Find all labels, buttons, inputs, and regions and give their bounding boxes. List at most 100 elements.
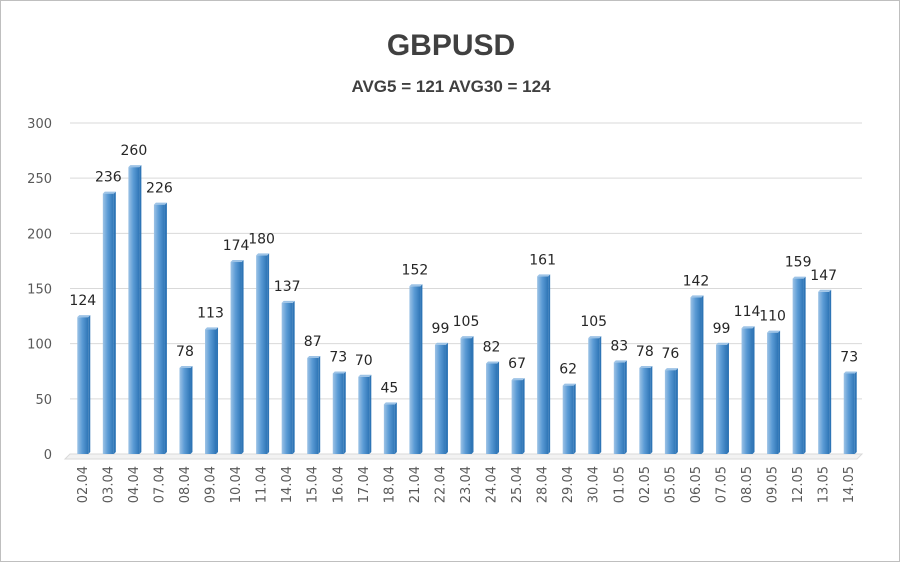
data-label: 78 [636,344,654,360]
bar-03.04 [102,191,116,454]
x-tick-label: 14.04 [280,466,295,503]
chart-floor [63,453,864,460]
data-label: 142 [683,273,710,289]
x-tick-label: 09.05 [766,466,781,503]
bar-02.05 [639,365,653,454]
bar-14.05 [843,371,857,454]
x-tick-label: 29.04 [561,466,576,503]
data-label: 105 [580,314,607,330]
bar-23.04 [460,336,474,454]
data-label: 180 [248,231,275,247]
bar-11.04 [256,253,270,454]
x-tick-label: 30.04 [587,466,602,503]
x-tick-label: 05.05 [663,466,678,503]
bar-12.05 [792,276,806,454]
bar-28.04 [537,274,551,454]
x-tick-label: 07.05 [714,466,729,503]
bar-25.04 [511,378,525,454]
data-label: 87 [304,334,322,350]
chart-title: GBPUSD [386,29,516,62]
data-label: 137 [274,279,301,295]
bar-04.04 [128,165,142,454]
data-label: 236 [95,170,122,186]
data-label: 124 [69,293,96,309]
bar-14.04 [281,300,295,454]
bar-18.04 [383,402,397,454]
bar-01.05 [613,360,627,454]
x-tick-label: 21.04 [408,466,423,503]
x-tick-label: 02.05 [638,466,653,503]
x-tick-label: 12.05 [791,466,806,503]
bar-22.04 [434,342,448,454]
data-label: 159 [785,255,812,271]
bar-21.04 [409,284,423,454]
y-tick-label: 100 [27,338,52,353]
data-label: 78 [176,344,194,360]
x-tick-label: 04.04 [127,466,142,503]
data-label: 147 [810,268,837,284]
x-tick-label: 23.04 [459,466,474,503]
x-tick-label: 25.04 [510,466,525,503]
x-tick-label: 09.04 [204,466,219,503]
y-tick-label: 250 [27,172,52,187]
x-tick-label: 15.04 [306,466,321,503]
data-label: 114 [734,304,761,320]
data-label: 99 [432,321,450,337]
bar-10.04 [230,260,244,454]
x-tick-label: 08.05 [740,466,755,503]
data-label: 83 [610,338,628,354]
chart-subtitle: AVG5 = 121 AVG30 = 124 [351,77,551,96]
data-label: 260 [121,143,148,159]
x-tick-label: 28.04 [536,466,551,503]
bar-17.04 [358,374,372,454]
x-tick-label: 10.04 [229,466,244,503]
bar-09.05 [767,330,781,454]
x-tick-label: 14.05 [842,466,857,503]
y-tick-label: 300 [27,117,52,132]
bar-15.04 [307,356,321,454]
bar-13.05 [818,289,832,454]
x-tick-label: 02.04 [76,466,91,503]
data-label: 110 [759,309,786,325]
x-tick-label: 16.04 [331,466,346,503]
data-label: 161 [529,252,556,268]
data-label: 113 [197,305,224,321]
data-label: 73 [329,349,347,365]
bar-07.04 [153,202,167,454]
y-tick-label: 200 [27,227,52,242]
x-tick-label: 07.04 [152,466,167,503]
bar-06.05 [690,295,704,454]
x-tick-label: 13.05 [817,466,832,503]
data-label: 82 [483,340,501,356]
bar-07.05 [715,342,729,454]
bar-02.04 [77,315,91,454]
data-label: 152 [402,262,429,278]
x-tick-label: 03.04 [101,466,116,503]
y-tick-label: 0 [44,448,52,463]
x-tick-label: 18.04 [382,466,397,503]
x-tick-label: 22.04 [433,466,448,503]
bar-08.05 [741,326,755,454]
y-tick-label: 50 [35,393,52,408]
bar-08.04 [179,365,193,454]
bar-09.04 [205,327,219,454]
bar-16.04 [332,371,346,454]
data-label: 99 [713,321,731,337]
data-label: 174 [223,238,250,254]
x-tick-label: 08.04 [178,466,193,503]
data-label: 70 [355,353,373,369]
x-tick-label: 01.05 [612,466,627,503]
data-label: 45 [380,380,398,396]
y-tick-label: 150 [27,283,52,298]
x-tick-label: 24.04 [485,466,500,503]
bar-05.05 [664,368,678,454]
data-label: 105 [453,314,480,330]
data-label: 62 [559,362,577,378]
x-tick-label: 06.05 [689,466,704,503]
bar-24.04 [486,361,500,454]
data-label: 76 [661,346,679,362]
x-tick-label: 11.04 [255,466,270,503]
x-tick-label: 17.04 [357,466,372,503]
